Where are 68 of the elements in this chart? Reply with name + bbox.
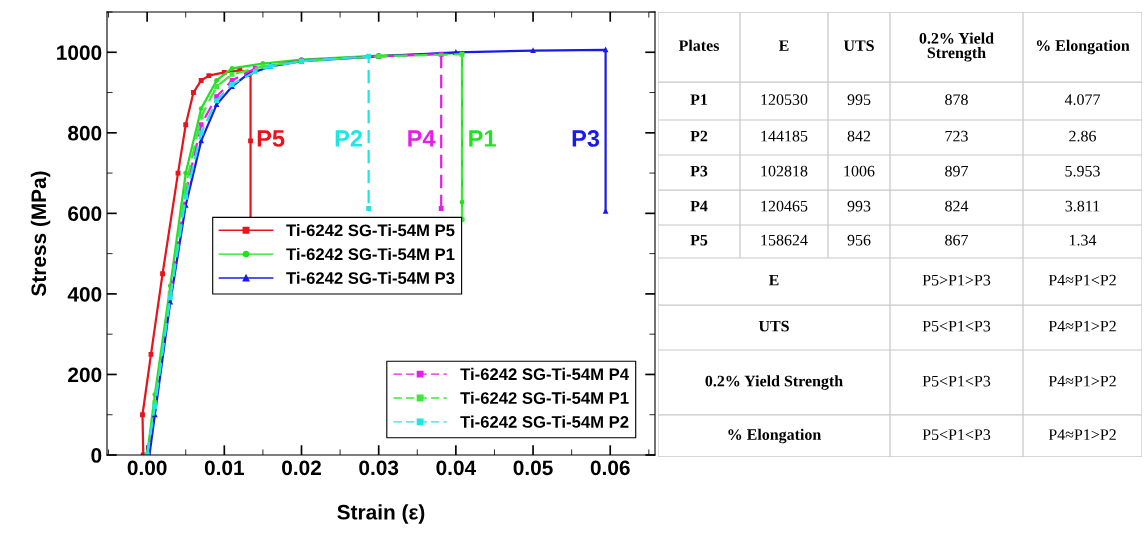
text: 0.2% Yield Strength — [705, 375, 843, 390]
text: P3 — [690, 165, 708, 177]
legend-label: Ti-6242 SG-Ti-54M P3 — [286, 271, 455, 285]
text: P5>P1>P3 — [922, 274, 991, 286]
text: 120530 — [761, 94, 808, 105]
text: P5<P1<P3 — [922, 375, 991, 387]
x-tick-label: 0.04 — [436, 460, 477, 476]
text: % Elongation — [728, 428, 822, 444]
y-tick-label: 600 — [68, 206, 102, 222]
text: 1006 — [844, 165, 875, 177]
text: 2.86 — [1069, 130, 1096, 142]
text: P5<P1<P3 — [922, 429, 991, 440]
text: 867 — [945, 234, 969, 246]
y-tick-label: 1000 — [57, 45, 102, 61]
text: 120465 — [761, 200, 808, 212]
text: 1.34 — [1069, 234, 1097, 246]
text: P4≈P1>P2 — [1048, 429, 1116, 440]
legend-label: Ti-6242 SG-Ti-54M P2 — [460, 415, 629, 428]
y-tick-label: 400 — [67, 286, 102, 302]
text: 824 — [945, 200, 969, 212]
text: 5.953 — [1065, 165, 1100, 177]
text: 4.077 — [1064, 94, 1101, 106]
text: 3.811 — [1065, 200, 1100, 212]
y-tick-label: 200 — [68, 367, 102, 383]
x-axis-title: Strain (ε) — [337, 504, 425, 524]
category-label: UTS — [843, 40, 874, 51]
legend-label: Ti-6242 SG-Ti-54M P4 — [460, 367, 629, 381]
category-label: E — [778, 40, 789, 51]
text: 897 — [945, 165, 969, 177]
text: P4≈P1<P2 — [1048, 274, 1116, 286]
text: 993 — [847, 200, 871, 212]
text: P4≈P1>P2 — [1048, 375, 1116, 387]
x-tick-label: 0.05 — [513, 460, 553, 476]
legend-label: Ti-6242 SG-Ti-54M P1 — [460, 391, 629, 404]
category-label: % Elongation — [1036, 39, 1130, 55]
category-label: 0.2% Yield Strength — [919, 32, 994, 62]
text: 144185 — [761, 130, 808, 142]
text: 842 — [847, 130, 871, 142]
x-tick-label: 0.06 — [590, 460, 630, 476]
legend-label: Ti-6242 SG-Ti-54M P5 — [286, 224, 455, 237]
text: P5<P1<P3 — [922, 320, 991, 332]
annotation: P1 — [469, 130, 496, 147]
text: 956 — [847, 234, 871, 246]
text: P4≈P1>P2 — [1048, 320, 1116, 332]
x-tick-label: 0.01 — [204, 460, 245, 476]
x-tick-label: 0.02 — [282, 460, 321, 476]
text: P2 — [690, 130, 708, 142]
text: 102818 — [761, 165, 808, 177]
y-tick-label: 0 — [91, 448, 102, 463]
text: 995 — [847, 94, 871, 105]
text: UTS — [758, 320, 789, 332]
x-tick-label: 0.00 — [127, 460, 167, 476]
text: E — [768, 274, 779, 286]
y-axis-title: Stress (MPa) — [30, 171, 51, 296]
y-tick-label: 800 — [68, 125, 102, 141]
x-tick-label: 0.03 — [359, 460, 399, 476]
annotation: P2 — [335, 130, 363, 147]
text: 878 — [945, 94, 968, 105]
text: 158624 — [761, 234, 808, 246]
text: 723 — [945, 130, 968, 142]
legend-label: Ti-6242 SG-Ti-54M P1 — [286, 247, 455, 261]
text: P1 — [690, 94, 708, 105]
text: P4 — [690, 200, 708, 212]
category-label: Plates — [678, 39, 720, 51]
text: P5 — [690, 234, 708, 246]
annotation: P5 — [257, 130, 285, 147]
annotation: P3 — [572, 130, 600, 147]
annotation: P4 — [408, 130, 436, 147]
